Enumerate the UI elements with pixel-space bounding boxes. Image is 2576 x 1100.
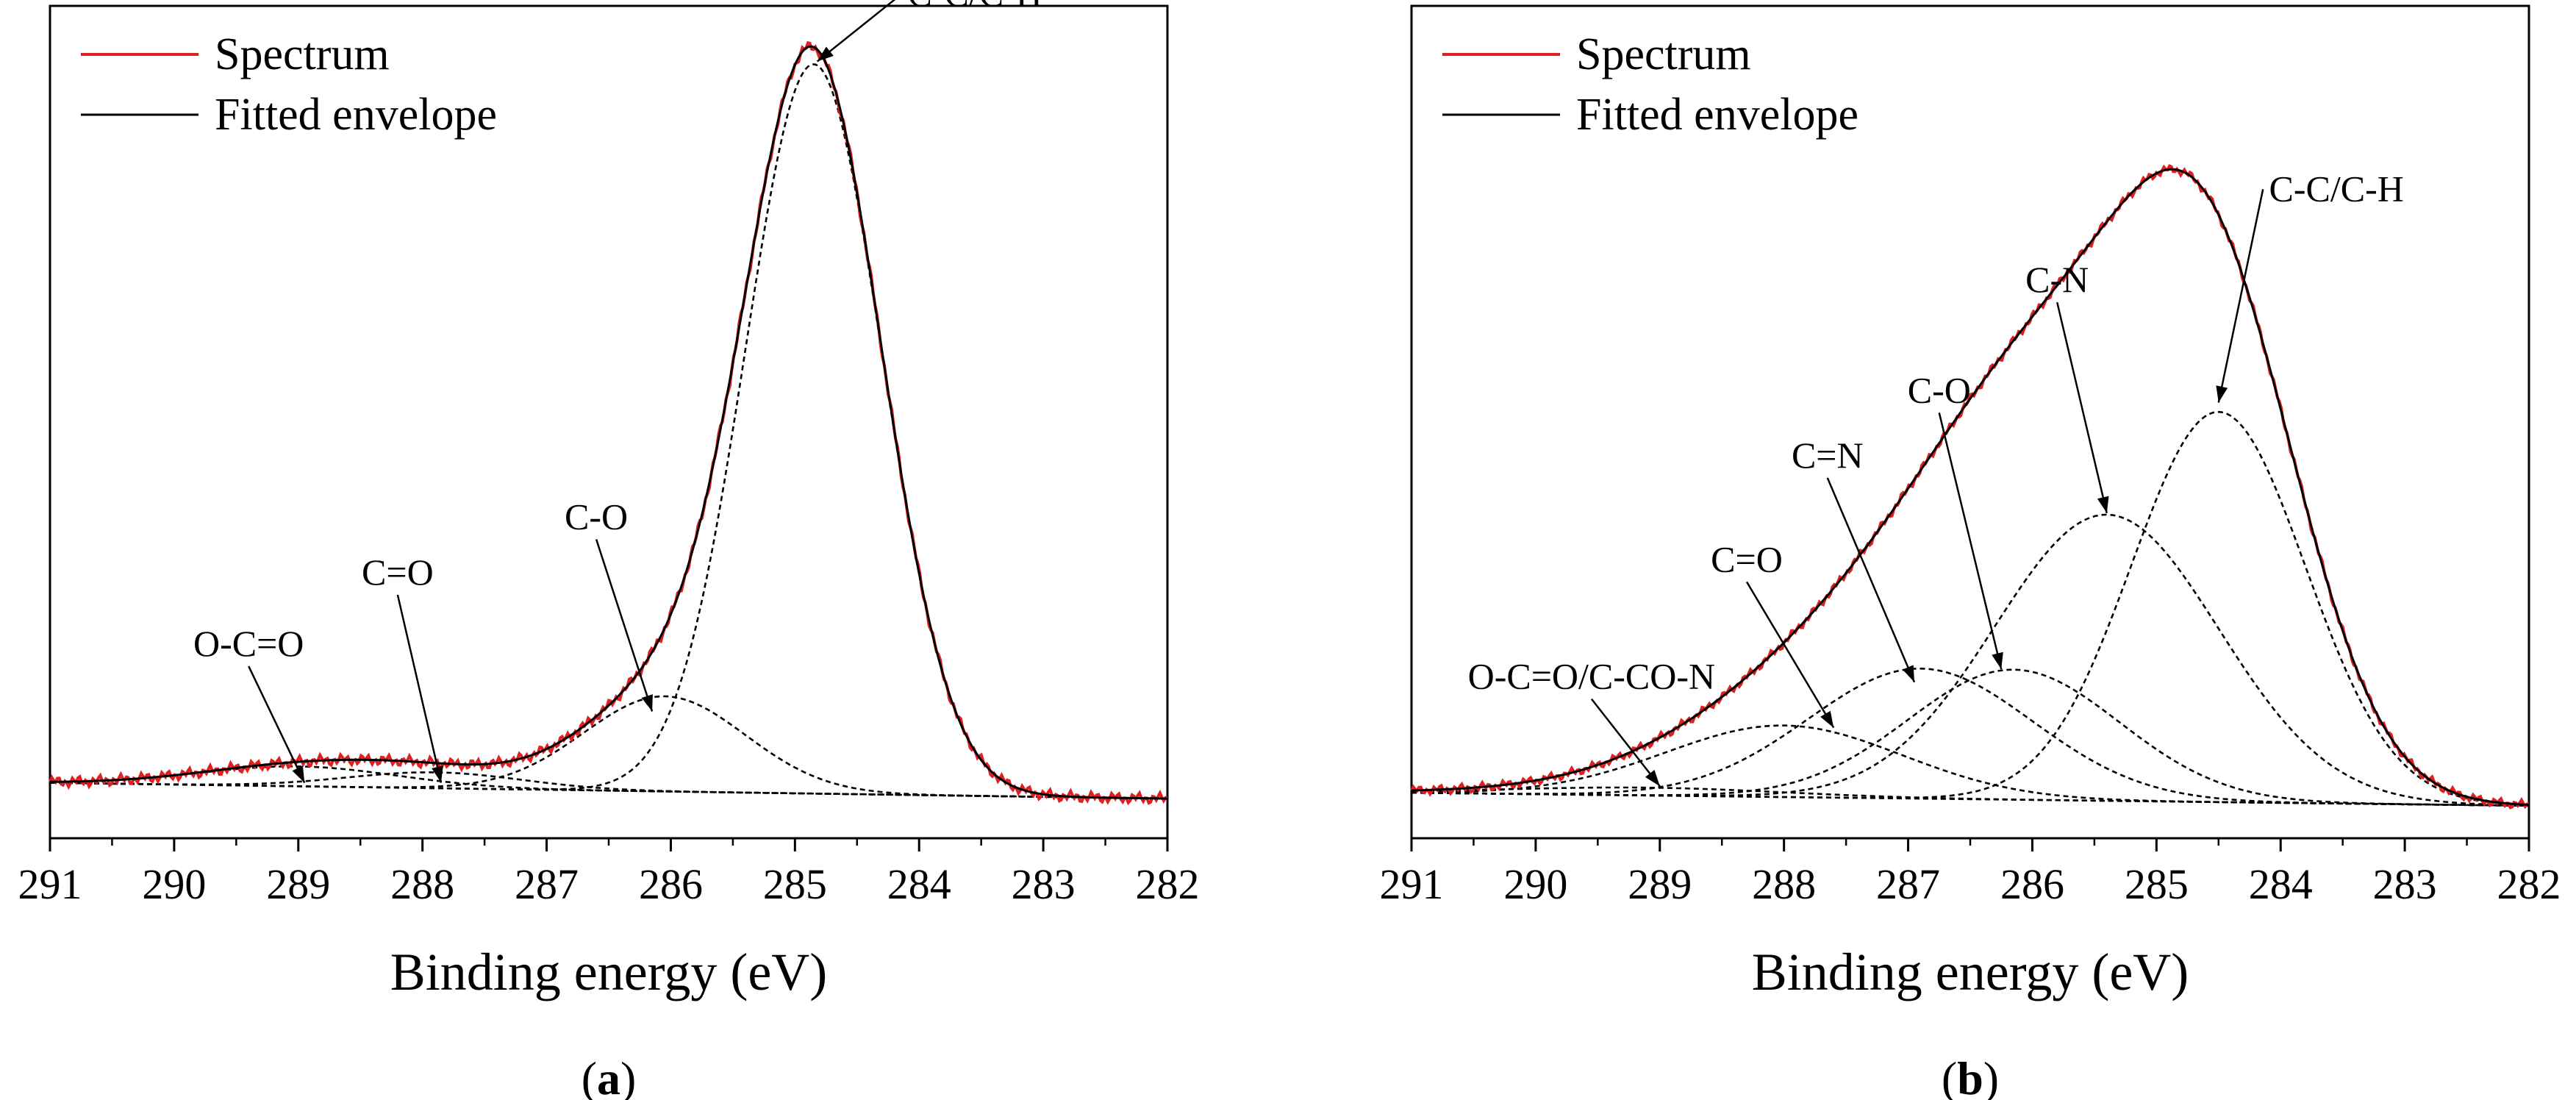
x-tick-label: 291	[1380, 860, 1444, 908]
annotation-label: C=N	[1792, 435, 1864, 476]
annotation-arrow-line	[396, 594, 443, 783]
annotation-arrow-line	[1826, 477, 1916, 683]
annotation-label: C-O	[1908, 369, 1971, 410]
annotation-label: C=O	[1711, 538, 1783, 579]
annotation-arrow-head	[817, 46, 834, 62]
fitted-envelope-line	[1412, 168, 2530, 807]
annotation-arrow-line	[1938, 413, 2003, 670]
component-peak-c-n	[1412, 668, 2529, 807]
annotation-arrow-head	[1820, 710, 1834, 728]
x-tick-label: 287	[1876, 860, 1940, 908]
component-peak-c-c-c-h	[1412, 410, 2530, 807]
legend-label-spectrum: Spectrum	[1576, 29, 1751, 79]
x-tick-label: 287	[515, 860, 579, 908]
annotation-arrow-head	[1992, 651, 2003, 670]
x-tick-label: 289	[1628, 860, 1692, 908]
annotation-arrow-line	[248, 665, 306, 784]
x-tick-label: 286	[2000, 860, 2064, 908]
annotation-arrow-head	[2216, 385, 2228, 403]
annotation-arrow-line	[595, 539, 654, 712]
annotation-arrow-head	[2097, 496, 2109, 513]
panel-label: (b)	[1942, 1052, 1999, 1100]
panel-label-close: )	[1983, 1052, 1999, 1100]
annotation-label: C=O	[362, 551, 434, 593]
annotation-label: C-O	[565, 496, 628, 538]
panel-a: 291 290 289 288 287 286 285 284 283 282 Binding en…	[18, 0, 1200, 1100]
panel-label-open: (	[582, 1052, 597, 1100]
component-peak-c-o	[49, 771, 1167, 800]
x-tick-label: 284	[887, 860, 951, 908]
annotation-arrow-line	[1745, 581, 1835, 729]
x-tick-label: 290	[142, 860, 206, 908]
annotation-arrow-head	[1645, 770, 1660, 787]
spectrum-line	[1410, 164, 2530, 810]
panel-label: (a)	[582, 1052, 637, 1100]
component-peak-c-o	[1412, 724, 2529, 807]
x-axis-label: Binding energy (eV)	[1752, 943, 2189, 1001]
spectrum-line	[49, 40, 1168, 806]
panel-b: 291 290 289 288 287 286 285 284 283 282 Binding en…	[1380, 4, 2561, 1100]
x-tick-label: 291	[18, 860, 82, 908]
annotation-label: O-C=O	[193, 623, 304, 664]
legend-label-envelope: Fitted envelope	[215, 90, 497, 140]
annotation-arrow-line	[2217, 189, 2264, 403]
x-tick-label: 283	[1012, 860, 1076, 908]
annotation-arrow-head	[292, 765, 305, 783]
annotation-label: O-C=O/C-CO-N	[1468, 656, 1716, 697]
legend-label-spectrum: Spectrum	[215, 29, 390, 79]
component-peak-c-c-c-h	[49, 63, 1167, 800]
x-tick-label: 284	[2249, 860, 2313, 908]
fitted-envelope-line	[50, 45, 1167, 800]
annotation-arrow-line	[1590, 698, 1661, 788]
x-tick-label: 288	[390, 860, 454, 908]
panel-letter: b	[1957, 1052, 1983, 1100]
annotation-arrow-head	[432, 765, 443, 783]
component-peak-o-c-o	[50, 765, 1167, 800]
x-tick-label: 285	[2125, 860, 2189, 908]
panel-label-close: )	[620, 1052, 636, 1100]
x-tick-label: 282	[2497, 860, 2561, 908]
x-tick-label: 286	[639, 860, 703, 908]
x-tick-label: 288	[1752, 860, 1816, 908]
annotation-arrow-head	[641, 694, 653, 712]
legend-label-envelope: Fitted envelope	[1576, 90, 1858, 140]
annotation-arrow-head	[1903, 665, 1914, 682]
annotation-label: C-C/C-H	[2269, 168, 2404, 209]
x-tick-label: 285	[763, 860, 827, 908]
panel-label-open: (	[1942, 1052, 1957, 1100]
annotation-arrow-line	[816, 0, 896, 63]
annotation-arrow-line	[2056, 301, 2108, 514]
x-tick-label: 282	[1136, 860, 1200, 908]
x-tick-label: 283	[2373, 860, 2437, 908]
x-tick-label: 290	[1503, 860, 1567, 908]
component-peak-o-c-o-c-co-n	[1412, 786, 2529, 807]
panel-letter: a	[597, 1052, 620, 1100]
annotation-label: C-C/C-H	[908, 0, 1042, 14]
annotation-label: C-N	[2025, 259, 2089, 300]
x-axis-label: Binding energy (eV)	[390, 943, 828, 1001]
x-tick-label: 289	[266, 860, 330, 908]
